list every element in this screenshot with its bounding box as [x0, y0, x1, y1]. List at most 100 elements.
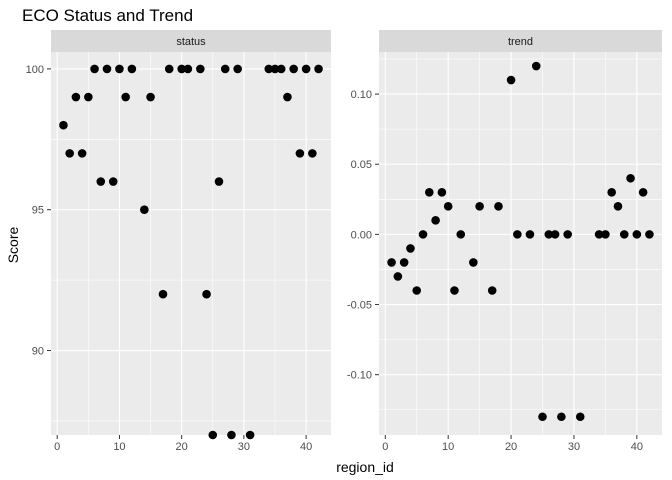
x-tick-label: 0	[54, 441, 60, 453]
y-tick-label: 95	[32, 205, 44, 217]
y-tick-label: -0.05	[347, 300, 372, 312]
data-point	[601, 230, 610, 239]
data-point	[393, 272, 403, 281]
data-point	[557, 412, 566, 422]
data-point	[544, 230, 554, 239]
data-point	[513, 230, 522, 239]
facet-strip-label: trend	[508, 36, 533, 48]
x-tick-label: 30	[568, 441, 580, 453]
data-point	[619, 230, 629, 239]
data-point	[437, 187, 447, 197]
data-point	[406, 244, 415, 253]
data-point	[431, 216, 440, 225]
data-point	[525, 230, 535, 239]
panel-background	[51, 52, 331, 435]
data-point	[538, 412, 547, 422]
data-point	[102, 64, 112, 74]
data-point	[301, 64, 311, 74]
data-point	[84, 92, 93, 102]
y-tick-label: -0.10	[347, 370, 372, 382]
chart-title: ECO Status and Trend	[22, 6, 193, 25]
facet-strip	[379, 30, 662, 52]
data-point	[90, 64, 99, 74]
x-tick-label: 20	[505, 441, 517, 453]
data-point	[77, 149, 87, 158]
data-point	[506, 75, 516, 85]
data-point	[146, 92, 155, 102]
y-axis-title: Score	[5, 227, 21, 264]
data-point	[450, 286, 459, 295]
y-tick-label: 0.10	[351, 89, 372, 101]
data-point	[127, 64, 137, 74]
data-point	[575, 412, 585, 422]
data-point	[108, 177, 118, 186]
data-point	[65, 149, 74, 158]
data-point	[121, 92, 130, 102]
data-point	[531, 61, 541, 71]
facet-panels: status 0 10 20 30 40 90 95 100 trend 0 10 20 30 40 -0.1…	[26, 30, 662, 453]
x-axis-title: region_id	[336, 459, 394, 475]
data-point	[71, 92, 81, 102]
x-tick-label: 10	[113, 441, 125, 453]
data-point	[494, 202, 503, 211]
y-tick-label: 0.05	[351, 159, 372, 171]
data-point	[227, 430, 236, 440]
data-point	[202, 289, 211, 299]
data-point	[475, 202, 484, 211]
data-point	[469, 258, 478, 267]
data-point	[550, 230, 560, 239]
x-tick-label: 0	[382, 441, 388, 453]
data-point	[59, 120, 68, 130]
data-point	[283, 92, 292, 102]
data-point	[387, 258, 396, 267]
data-point	[632, 230, 642, 239]
data-point	[295, 149, 305, 158]
facet-trend: trend 0 10 20 30 40 -0.10 -0.05 0.00 0.05 0.10	[347, 30, 662, 453]
data-point	[158, 289, 168, 299]
x-tick-label: 10	[442, 441, 454, 453]
data-point	[443, 202, 453, 211]
data-point	[563, 230, 572, 239]
data-point	[115, 64, 124, 74]
data-point	[456, 230, 466, 239]
facet-strip	[51, 30, 331, 52]
data-point	[96, 177, 106, 186]
data-point	[214, 177, 224, 186]
y-tick-label: 0.00	[351, 229, 372, 241]
data-point	[245, 430, 255, 440]
facet-status: status 0 10 20 30 40 90 95 100	[26, 30, 331, 453]
x-tick-label: 30	[238, 441, 250, 453]
data-point	[308, 149, 317, 158]
y-tick-label: 100	[26, 64, 44, 76]
data-point	[183, 64, 193, 74]
data-point	[233, 64, 242, 74]
data-point	[164, 64, 174, 74]
facet-strip-label: status	[176, 36, 206, 48]
data-point	[220, 64, 230, 74]
data-point	[425, 187, 434, 197]
data-point	[289, 64, 298, 74]
x-tick-label: 20	[176, 441, 188, 453]
data-point	[177, 64, 186, 74]
data-point	[314, 64, 323, 74]
data-point	[418, 230, 428, 239]
x-tick-label: 40	[300, 441, 312, 453]
panel-background	[379, 52, 662, 435]
x-tick-label: 40	[631, 441, 643, 453]
data-point	[270, 64, 280, 74]
data-point	[645, 230, 654, 239]
data-point	[196, 64, 205, 74]
data-point	[399, 258, 409, 267]
data-point	[487, 286, 497, 295]
y-tick-label: 90	[32, 346, 44, 358]
data-point	[276, 64, 286, 74]
data-point	[264, 64, 274, 74]
data-point	[208, 430, 218, 440]
data-point	[638, 187, 648, 197]
data-point	[607, 187, 616, 197]
data-point	[594, 230, 604, 239]
data-point	[140, 205, 149, 215]
data-point	[412, 286, 422, 295]
